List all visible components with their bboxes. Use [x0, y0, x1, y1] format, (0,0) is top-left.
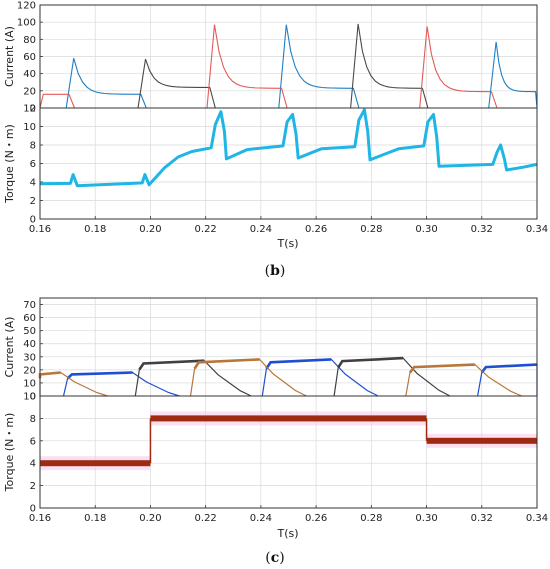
- chart-b-torque-ytick-label: 6: [30, 159, 36, 170]
- chart-b-xtick-label: 0.26: [305, 224, 327, 235]
- chart-b-current-ytick-label: 0: [30, 104, 36, 115]
- chart-c-current-ytick-label: 10: [23, 378, 36, 389]
- chart-c-torque-ytick-label: 6: [30, 436, 36, 447]
- chart-b-current-phase-current: [39, 93, 76, 109]
- chart-c-xtick-label: 0.16: [29, 513, 51, 524]
- chart-c-caption: (c): [265, 550, 284, 566]
- chart-c-xlabel: T(s): [276, 527, 298, 540]
- chart-b-xtick-label: 0.28: [360, 224, 382, 235]
- chart-b-xtick-label: 0.30: [415, 224, 437, 235]
- chart-c-torque-ytick-label: 0: [30, 504, 36, 515]
- chart-b-xtick-label: 0.18: [84, 224, 106, 235]
- chart-b-xtick-label: 0.24: [250, 224, 272, 235]
- chart-c-xtick-label: 0.22: [195, 513, 217, 524]
- chart-c-current-phase-current-chop: [480, 363, 538, 374]
- chart-b-xlabel: T(s): [276, 237, 298, 250]
- chart-c-xtick-label: 0.28: [360, 513, 382, 524]
- chart-b-current-phase-current: [65, 58, 147, 109]
- chart-c-current-phase-current-chop: [138, 359, 205, 371]
- chart-c-current-ylabel: Current (A): [3, 317, 16, 378]
- chart-b-current-panel: 0 20 40 60 80 100 120 Current (A): [3, 1, 538, 115]
- chart-b-torque-frame: [39, 107, 538, 220]
- chart-c-current-ytick-label: 60: [23, 313, 36, 324]
- chart-c-xtick-label: 0.30: [415, 513, 437, 524]
- chart-b-current-phase-current: [137, 58, 216, 109]
- chart-b-current-phase-current: [278, 24, 360, 109]
- chart-c-current-phase-current-chop: [66, 371, 133, 380]
- chart-b-torque-panel: 0 2 4 6 8 10 12 Torque (N・m): [3, 104, 538, 226]
- chart-c-torque-ytick-label: 2: [30, 481, 36, 492]
- chart-b-current-phase-current: [419, 26, 498, 109]
- chart-b-torque-ytick-label: 12: [23, 104, 36, 115]
- chart-c-torque-ytick-label: 8: [30, 414, 36, 425]
- chart-c-torque-ytick-label: 10: [23, 392, 36, 403]
- chart-b-torque-ylabel: Torque (N・m): [3, 124, 16, 204]
- chart-c-current-ytick-label: 70: [23, 300, 36, 311]
- chart-b-current-ytick-label: 120: [17, 1, 36, 12]
- chart-b-torque-series-line: [39, 108, 538, 188]
- chart-c-current-ytick-label: 0: [30, 392, 36, 403]
- chart-c-xtick-label: 0.18: [84, 513, 106, 524]
- chart-b-xtick-label: 0.32: [471, 224, 493, 235]
- chart-c-current-plot-area: [40, 298, 537, 396]
- chart-c-current-ytick-label: 40: [23, 339, 36, 350]
- chart-c-current-phase-current-chop: [265, 358, 332, 370]
- chart-c-torque-frame: [39, 395, 538, 509]
- chart-b-torque-ytick-label: 4: [30, 178, 36, 189]
- chart-b-xtick-label: 0.16: [29, 224, 51, 235]
- chart-b-current-phase-current: [350, 23, 429, 109]
- chart-c-current-ytick-label: 20: [23, 365, 36, 376]
- chart-c-xtick-label: 0.32: [471, 513, 493, 524]
- chart-b-current-ytick-label: 20: [23, 86, 36, 97]
- chart-b-torque-ytick-label: 8: [30, 141, 36, 152]
- chart-c-current-phase-current-chop: [408, 363, 475, 374]
- chart-c-current-ytick-label: 50: [23, 326, 36, 337]
- chart-b-current-ytick-label: 40: [23, 69, 36, 80]
- chart-b-torque-ytick-label: 10: [23, 122, 36, 133]
- chart-b-current-ytick-label: 60: [23, 52, 36, 63]
- chart-c-xtick-label: 0.20: [139, 513, 161, 524]
- chart-b: 0 20 40 60 80 100 120 Current (A) 0 2 4 6 8 10 12 Torq…: [3, 1, 548, 280]
- chart-c-torque-step-line: [40, 460, 151, 467]
- chart-b-xtick-label: 0.34: [526, 224, 548, 235]
- chart-c-xtick-label: 0.26: [305, 513, 327, 524]
- chart-b-current-phase-current: [488, 41, 538, 109]
- chart-b-caption: (b): [265, 263, 286, 279]
- chart-b-xtick-label: 0.20: [139, 224, 161, 235]
- chart-c-current-ytick-label: 30: [23, 352, 36, 363]
- chart-c-torque-step-line: [426, 437, 537, 444]
- chart-b-current-ylabel: Current (A): [3, 26, 16, 87]
- chart-b-torque-ytick-label: 0: [30, 215, 36, 226]
- chart-b-torque-ytick-label: 2: [30, 196, 36, 207]
- chart-c-torque-ylabel: Torque (N・m): [3, 413, 16, 493]
- chart-b-current-ytick-label: 80: [23, 35, 36, 46]
- chart-b-current-phase-current: [206, 24, 288, 109]
- chart-b-xtick-label: 0.22: [195, 224, 217, 235]
- chart-c-xtick-label: 0.34: [526, 513, 548, 524]
- chart-c-current-phase-current-chop: [337, 356, 404, 369]
- chart-c-torque-ytick-label: 4: [30, 459, 36, 470]
- chart-c-torque-step-line: [150, 415, 427, 422]
- chart-b-caption-letter: b: [270, 263, 280, 279]
- chart-c-torque-panel: 0 2 4 6 8 10 Torque (N・m): [3, 392, 538, 515]
- chart-b-current-ytick-label: 100: [17, 18, 36, 29]
- chart-c-current-phase-current-chop: [193, 358, 260, 370]
- chart-c-caption-letter: c: [271, 550, 280, 566]
- chart-c-xtick-label: 0.24: [250, 513, 272, 524]
